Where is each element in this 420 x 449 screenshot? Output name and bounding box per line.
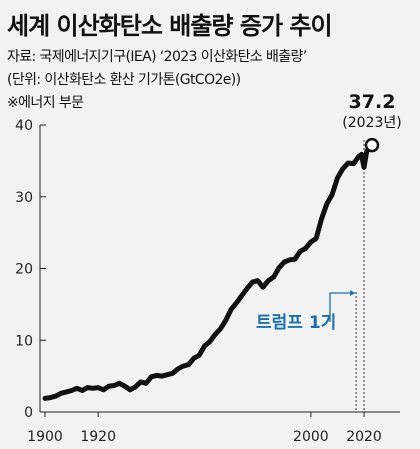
annotation-group: 트럼프 1기 [256, 290, 356, 333]
page-title: 세계 이산화탄소 배출량 증가 추이 [7, 12, 333, 40]
latest-year-label: (2023년) [342, 115, 401, 131]
note-text: ※에너지 부문 [7, 95, 84, 111]
latest-value-label: 37.2 [349, 91, 396, 113]
emissions-series-line [42, 142, 375, 401]
highlight-group: 37.2 (2023년) [342, 91, 401, 131]
x-tick-label: 1900 [27, 429, 63, 445]
y-tick-label: 30 [15, 190, 33, 206]
series-group [42, 137, 380, 401]
x-axis-ticks: 1900 1920 2000 2020 [27, 412, 382, 445]
y-tick-label: 10 [15, 333, 33, 349]
reference-lines [355, 140, 365, 412]
trump-term-arrow [329, 292, 356, 322]
latest-point-marker [364, 137, 380, 153]
x-tick-label: 2020 [346, 429, 382, 445]
y-tick-label: 20 [15, 262, 33, 278]
source-text: 자료: 국제에너지기구(IEA) ‘2023 이산화탄소 배출량’ [7, 49, 307, 65]
x-tick-label: 2000 [293, 429, 329, 445]
y-tick-label: 0 [24, 405, 33, 421]
unit-text: (단위: 이산화탄소 환산 기가톤(GtCO2e)) [7, 72, 241, 88]
x-tick-label: 1920 [80, 429, 116, 445]
y-tick-label: 40 [15, 118, 33, 134]
trump-term-arrowhead [350, 290, 356, 296]
trump-term-label: 트럼프 1기 [256, 313, 336, 333]
y-axis-ticks: 0 10 20 30 40 [15, 118, 46, 421]
